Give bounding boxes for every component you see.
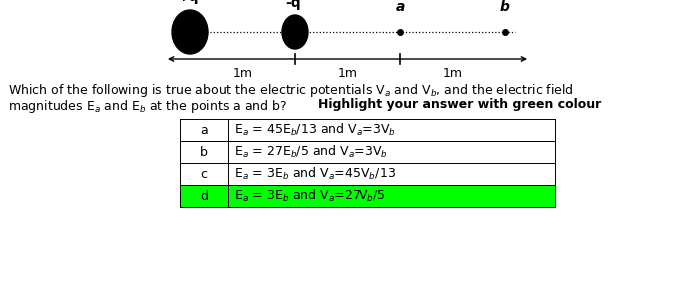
Text: b: b [500, 0, 510, 14]
Text: 1m: 1m [442, 67, 462, 80]
Text: 1m: 1m [338, 67, 358, 80]
Text: a: a [395, 0, 405, 14]
Bar [180, 185, 555, 207]
Text: E$_a$ = 3E$_b$ and V$_a$=45V$_b$/13: E$_a$ = 3E$_b$ and V$_a$=45V$_b$/13 [234, 166, 396, 182]
Text: +q: +q [177, 0, 199, 4]
Ellipse shape [172, 10, 208, 54]
Text: E$_a$ = 27E$_b$/5 and V$_a$=3V$_b$: E$_a$ = 27E$_b$/5 and V$_a$=3V$_b$ [234, 144, 388, 160]
Text: magnitudes E$_a$ and E$_b$ at the points a and b?: magnitudes E$_a$ and E$_b$ at the points… [8, 98, 289, 115]
Text: Which of the following is true about the electric potentials V$_a$ and V$_b$, an: Which of the following is true about the… [8, 82, 574, 99]
Text: E$_a$ = 3E$_b$ and V$_a$=27V$_b$/5: E$_a$ = 3E$_b$ and V$_a$=27V$_b$/5 [234, 188, 386, 204]
Text: 1m: 1m [233, 67, 253, 80]
Text: a: a [200, 123, 208, 137]
Text: c: c [201, 168, 208, 181]
Text: Highlight your answer with green colour: Highlight your answer with green colour [318, 98, 601, 111]
Text: d: d [200, 189, 208, 203]
Ellipse shape [282, 15, 308, 49]
Text: b: b [200, 146, 208, 158]
Text: -q: -q [285, 0, 301, 10]
Text: E$_a$ = 45E$_b$/13 and V$_a$=3V$_b$: E$_a$ = 45E$_b$/13 and V$_a$=3V$_b$ [234, 122, 396, 138]
